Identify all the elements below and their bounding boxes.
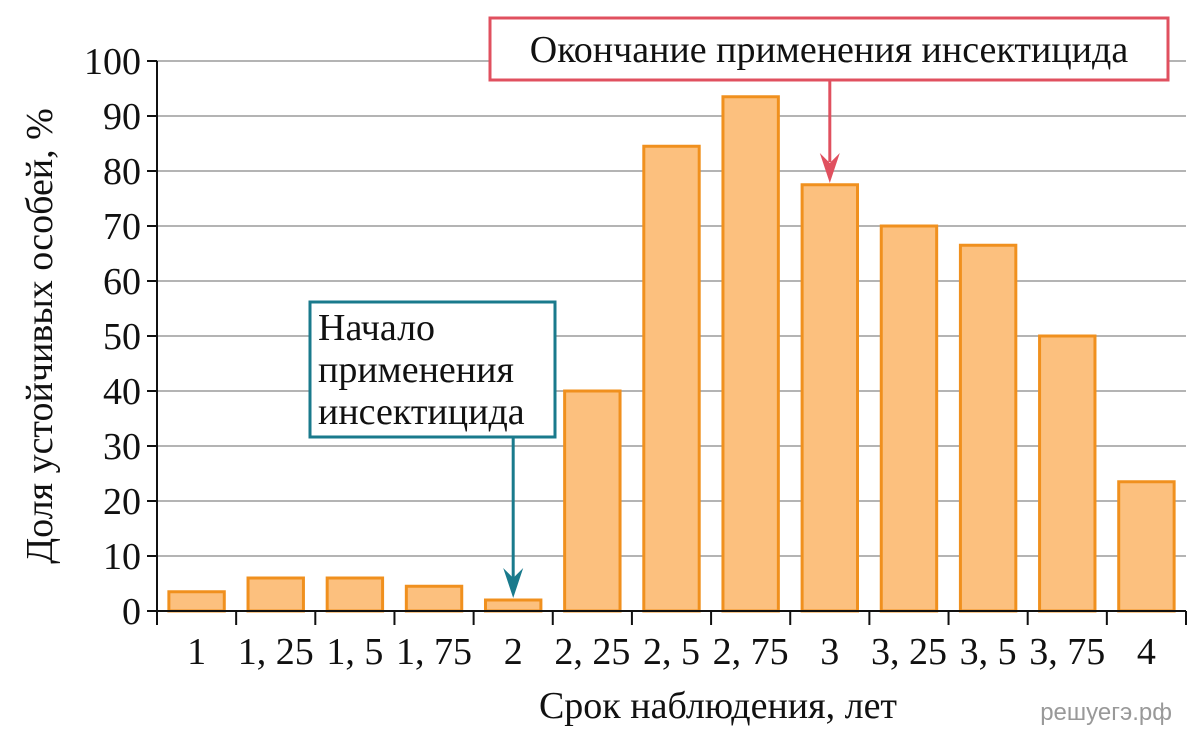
x-tick-label: 2 [504, 631, 523, 673]
y-tick-label: 90 [103, 96, 141, 138]
x-axis-title: Срок наблюдения, лет [539, 685, 897, 727]
y-tick-label: 80 [103, 151, 141, 193]
x-tick-label: 3, 75 [1029, 631, 1105, 673]
arrow-head-icon [819, 153, 840, 183]
x-tick-label: 1, 25 [238, 631, 314, 673]
annotation-end-box [488, 16, 1170, 82]
y-tick-label: 60 [103, 261, 141, 303]
bar-7 [642, 144, 701, 613]
bar-12 [1038, 334, 1097, 613]
x-tick-label: 2, 5 [643, 631, 700, 673]
y-tick-label: 100 [84, 41, 141, 83]
annotation-end: Окончание применения инсектицида [488, 16, 1170, 183]
bar-8 [721, 95, 780, 613]
annotation-end-line: Окончание применения инсектицида [530, 29, 1129, 71]
x-tick-label: 1 [187, 631, 206, 673]
x-tick-label: 1, 5 [326, 631, 383, 673]
x-tick-label: 3, 25 [871, 631, 947, 673]
bar-2 [246, 576, 305, 613]
bar-1 [167, 590, 226, 613]
x-ticks: 1 1, 25 1, 5 1, 75 2 2, 25 2, 5 2, 75 3 3, 25 3, 5… [156, 611, 1187, 673]
bar-13 [1117, 480, 1176, 613]
x-tick-label: 2, 25 [554, 631, 630, 673]
annotation-start-line: Начало [318, 307, 435, 349]
y-axis-title: Доля устойчивых особей, % [19, 108, 61, 564]
bar-6 [563, 389, 622, 613]
y-tick-label: 0 [122, 591, 141, 633]
bar-5 [483, 598, 543, 613]
y-ticks: 0 10 20 30 40 50 60 70 80 90 100 [84, 41, 157, 633]
y-tick-label: 50 [103, 316, 141, 358]
y-tick-label: 70 [103, 206, 141, 248]
y-tick-label: 20 [103, 481, 141, 523]
bar-4 [404, 584, 464, 613]
x-tick-label: 1, 75 [396, 631, 472, 673]
x-tick-label: 3, 5 [960, 631, 1017, 673]
bar-3 [325, 576, 385, 613]
bar-11 [958, 243, 1018, 613]
y-tick-label: 10 [103, 536, 141, 578]
x-tick-label: 2, 75 [713, 631, 789, 673]
annotation-start-line: применения [318, 349, 514, 391]
y-tick-label: 30 [103, 426, 141, 468]
y-tick-label: 40 [103, 371, 141, 413]
watermark: решуегэ.рф [1040, 699, 1172, 726]
annotation-start-box [308, 300, 557, 439]
bar-10 [879, 224, 939, 613]
arrow-head-icon [503, 568, 524, 598]
bar-9 [800, 183, 860, 613]
bars [167, 95, 1176, 613]
x-tick-label: 4 [1137, 631, 1156, 673]
annotation-start-line: инсектицида [318, 391, 525, 433]
x-tick-label: 3 [820, 631, 839, 673]
